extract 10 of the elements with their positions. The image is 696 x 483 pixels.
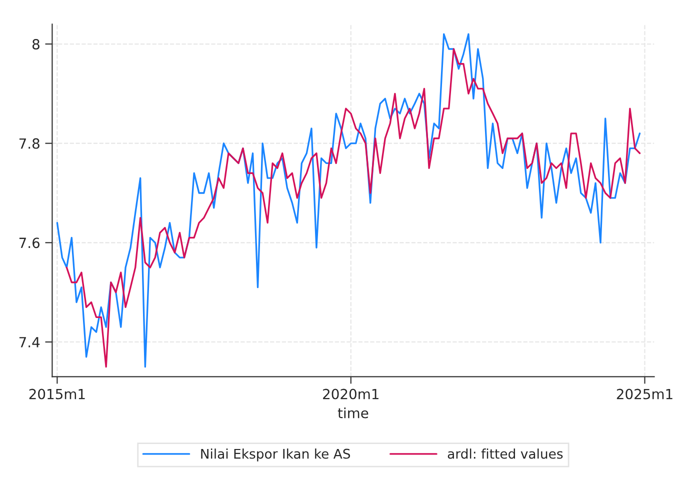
y-tick-label: 8 — [32, 38, 40, 50]
x-axis-title: time — [338, 408, 368, 418]
y-tick-label: 7.4 — [19, 337, 40, 348]
x-tick-label: 2015m1 — [29, 388, 85, 400]
x-tick-label: 2025m1 — [616, 388, 672, 400]
y-tick-label: 7.8 — [19, 138, 40, 149]
y-tick-label: 7.6 — [19, 238, 40, 248]
legend-label: Nilai Ekspor Ikan ke AS — [201, 448, 350, 462]
legend-label: ardl: fitted values — [448, 448, 563, 459]
x-tick-label: 2020m1 — [323, 388, 378, 400]
